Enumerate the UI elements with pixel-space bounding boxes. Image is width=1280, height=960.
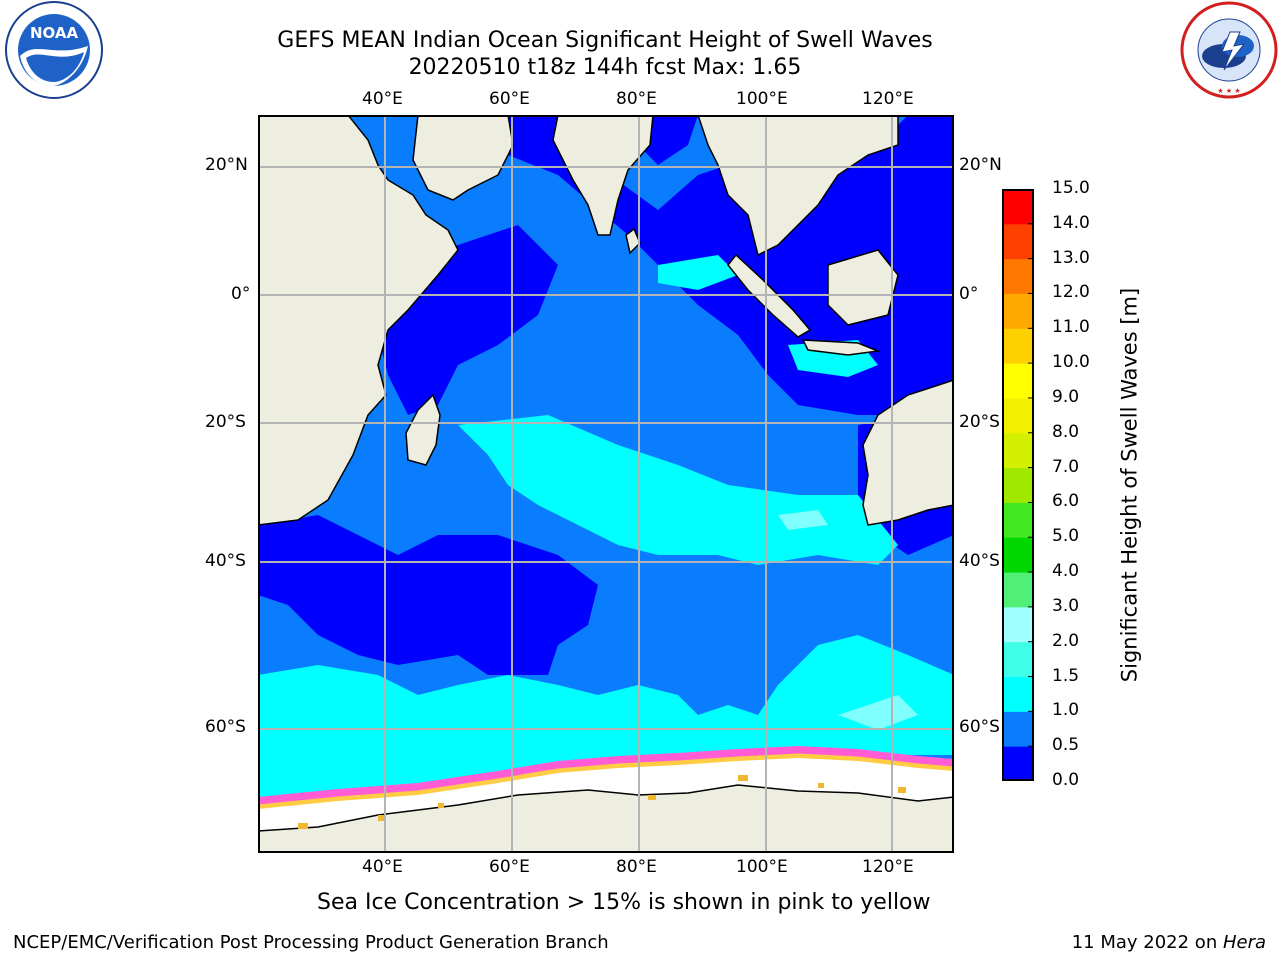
lat-label-left: 20°S (205, 412, 246, 432)
colorbar-tick-label: 1.5 (1052, 665, 1080, 686)
map-frame (258, 115, 954, 853)
colorbar-tick-label: 14.0 (1052, 212, 1090, 233)
lon-label-bottom: 120°E (862, 857, 914, 877)
colorbar-tick-label: 0.5 (1052, 735, 1080, 756)
colorbar-title: Significant Height of Swell Waves [m] (1117, 287, 1142, 683)
colorbar-tick-label: 10.0 (1052, 352, 1090, 373)
colorbar-tick-label: 3.0 (1052, 595, 1080, 616)
lat-label-left: 40°S (205, 551, 246, 571)
colorbar-segment (1002, 223, 1034, 260)
lon-label-bottom: 40°E (362, 857, 403, 877)
lon-label-bottom: 100°E (736, 857, 788, 877)
lon-label-top: 100°E (736, 89, 788, 109)
colorbar-tick-label: 2.0 (1052, 630, 1080, 651)
footer-date-text: 11 May 2022 on (1071, 932, 1223, 953)
colorbar-tick-label: 15.0 (1052, 178, 1090, 198)
graticule (258, 115, 954, 853)
sea-ice-caption: Sea Ice Concentration > 15% is shown in … (317, 890, 931, 915)
colorbar-segment (1002, 189, 1034, 225)
noaa-logo: NOAA (2, 0, 106, 100)
footer-machine: Hera (1222, 932, 1266, 953)
lon-label-top: 60°E (489, 89, 530, 109)
arabia-land (412, 114, 514, 201)
madagascar-land (405, 393, 441, 466)
ice-speckles (298, 775, 906, 829)
colorbar-tick-label: 12.0 (1052, 282, 1090, 303)
colorbar-tick-label: 6.0 (1052, 491, 1080, 512)
colorbar-segment (1002, 746, 1034, 782)
colorbar-segment (1002, 258, 1034, 294)
lon-label-top: 40°E (362, 89, 403, 109)
colorbar-segment (1002, 711, 1034, 747)
colorbar-segment (1002, 363, 1034, 399)
colorbar-tick-label: 8.0 (1052, 421, 1080, 442)
lat-label-left: 20°N (205, 155, 248, 175)
lat-label-left: 0° (231, 284, 251, 304)
sea-ice-edge (257, 745, 955, 805)
colorbar-segment (1002, 502, 1034, 538)
colorbar-segment (1002, 641, 1034, 678)
borneo-land (827, 249, 899, 326)
colorbar-segment (1002, 432, 1034, 469)
lat-label-left: 60°S (205, 717, 246, 737)
lon-label-bottom: 80°E (616, 857, 657, 877)
colorbar-tick-label: 9.0 (1052, 386, 1080, 407)
chart-title-line1: GEFS MEAN Indian Ocean Significant Heigh… (277, 28, 933, 53)
colorbar-tick-label: 1.0 (1052, 700, 1080, 721)
colorbar-segment (1002, 293, 1034, 329)
svg-text:NOAA: NOAA (30, 24, 79, 42)
colorbar-segment (1002, 467, 1034, 503)
australia-land (862, 378, 955, 526)
colorbar-tick-label: 13.0 (1052, 247, 1090, 268)
india-land (552, 114, 654, 236)
colorbar (1002, 188, 1034, 782)
colorbar-tick-label: 5.0 (1052, 526, 1080, 547)
colorbar-segment (1002, 606, 1034, 643)
lat-label-right: 20°N (959, 155, 1002, 175)
chart-title-line2: 20220510 t18z 144h fcst Max: 1.65 (408, 55, 802, 80)
colorbar-segment (1002, 397, 1034, 434)
colorbar-tick-label: 7.0 (1052, 456, 1080, 477)
colorbar-tick-label: 4.0 (1052, 561, 1080, 582)
colorbar-segment (1002, 572, 1034, 608)
map-panel (257, 114, 955, 854)
lon-label-bottom: 60°E (489, 857, 530, 877)
colorbar-segment (1002, 537, 1034, 573)
colorbar-segment (1002, 328, 1034, 364)
swell-band-1.5-2.0 (778, 510, 918, 730)
colorbar-tick-label: 0.0 (1052, 770, 1080, 790)
lat-label-right: 60°S (959, 717, 1000, 737)
footer-credit: NCEP/EMC/Verification Post Processing Pr… (13, 932, 609, 953)
colorbar-segment (1002, 676, 1034, 712)
colorbar-tick-label: 11.0 (1052, 317, 1090, 338)
footer-date: 11 May 2022 on Hera (1072, 932, 1266, 953)
lon-label-top: 80°E (616, 89, 657, 109)
lat-label-right: 0° (959, 284, 979, 304)
lon-label-top: 120°E (862, 89, 914, 109)
nws-logo: ★ ★ ★ (1178, 0, 1280, 100)
lat-label-right: 40°S (959, 551, 1000, 571)
svg-text:★ ★ ★: ★ ★ ★ (1217, 87, 1240, 95)
lat-label-right: 20°S (959, 412, 1000, 432)
